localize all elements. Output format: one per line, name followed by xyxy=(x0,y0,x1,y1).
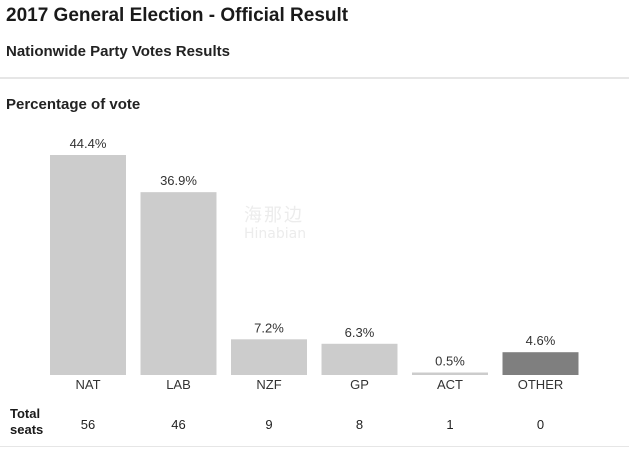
bar-lab xyxy=(140,192,217,375)
bar-value-label-lab: 36.9% xyxy=(160,173,197,188)
footer-divider xyxy=(0,446,629,447)
seat-count-lab: 46 xyxy=(171,417,185,432)
page-subtitle: Nationwide Party Votes Results xyxy=(6,43,230,60)
chart-title: Percentage of vote xyxy=(6,96,141,113)
category-label-nat: NAT xyxy=(75,377,100,392)
category-label-lab: LAB xyxy=(166,377,191,392)
category-label-gp: GP xyxy=(350,377,369,392)
category-label-other: OTHER xyxy=(518,377,564,392)
bar-nat xyxy=(50,155,126,375)
page-title: 2017 General Election - Official Result xyxy=(6,5,349,26)
bar-value-label-nat: 44.4% xyxy=(70,136,107,151)
category-label-act: ACT xyxy=(437,377,463,392)
header-divider xyxy=(0,77,629,79)
bar-value-label-nzf: 7.2% xyxy=(254,320,284,335)
bar-value-label-act: 0.5% xyxy=(435,354,465,369)
watermark: 海那边 Hinabian xyxy=(244,207,306,243)
category-label-nzf: NZF xyxy=(256,377,281,392)
bar-act xyxy=(412,372,488,375)
watermark-logo-subtext: Hinabian xyxy=(244,226,307,242)
bar-gp xyxy=(321,343,398,375)
seat-count-nat: 56 xyxy=(81,417,95,432)
bar-other xyxy=(502,352,579,375)
bar-nzf xyxy=(231,339,307,375)
seat-count-other: 0 xyxy=(537,417,544,432)
bar-value-label-gp: 6.3% xyxy=(345,325,375,340)
total-seats-label: Total seats xyxy=(10,406,44,437)
seat-count-gp: 8 xyxy=(356,417,363,432)
bar-value-label-other: 4.6% xyxy=(526,333,556,348)
watermark-logo-text: 海那边 xyxy=(244,205,304,226)
seat-count-act: 1 xyxy=(446,417,453,432)
seat-count-nzf: 9 xyxy=(265,417,272,432)
